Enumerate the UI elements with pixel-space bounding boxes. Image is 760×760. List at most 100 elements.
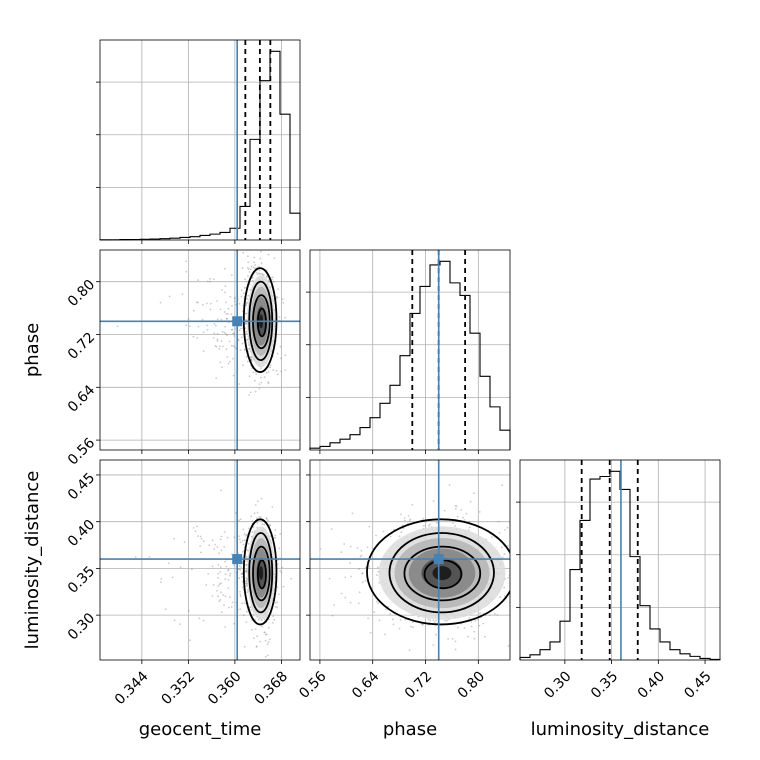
scatter-point [398,627,401,630]
scatter-point [284,369,287,371]
scatter-point [275,369,278,372]
scatter-point [233,331,236,334]
scatter-point [432,500,435,502]
scatter-point [409,625,412,628]
scatter-point [159,301,162,304]
scatter-point [225,348,228,351]
scatter-point [209,308,212,311]
scatter-point [349,545,352,548]
scatter-point [234,300,236,303]
scatter-point [247,360,249,363]
scatter-point [501,556,504,559]
scatter-point [330,528,333,530]
scatter-point [389,613,392,615]
scatter-point [255,646,258,648]
scatter-point [276,352,279,355]
scatter-point [284,354,287,357]
scatter-point [251,628,253,631]
scatter-point [212,337,215,339]
scatter-point [256,273,259,276]
scatter-point [134,556,137,558]
scatter-point [225,301,227,304]
scatter-point [411,621,414,624]
scatter-point [245,555,248,558]
scatter-point [268,524,271,527]
scatter-point [474,619,477,622]
scatter-point [455,505,458,508]
scatter-point [218,347,221,350]
panel-frame [309,249,511,451]
scatter-point [278,316,281,318]
joint-panel-geocent_time-luminosity_distance [96,459,301,664]
scatter-point [185,260,188,263]
scatter-point [456,515,459,518]
scatter-point [267,382,270,385]
scatter-point [507,576,509,579]
scatter-point [473,492,475,495]
scatter-point [451,637,454,640]
scatter-point [271,276,274,279]
scatter-point [206,328,209,331]
scatter-point [251,531,254,533]
scatter-point [258,269,261,272]
contour-line [242,267,278,373]
scatter-point [496,614,499,616]
scatter-point [226,334,228,337]
scatter-point [159,581,162,583]
scatter-point [422,517,425,520]
scatter-point [351,512,354,515]
scatter-point [230,313,233,316]
scatter-point [267,381,269,383]
scatter-point [448,484,451,486]
x-tick-label: 0.35 [588,668,621,701]
scatter-point [260,250,262,253]
scatter-point [271,506,274,508]
scatter-point [242,364,244,366]
scatter-point [367,617,369,620]
scatter-point [510,538,512,540]
scatter-point [219,361,222,364]
scatter-point [232,344,235,347]
scatter-point [253,256,256,259]
scatter-point [368,565,370,568]
scatter-point [243,645,246,648]
scatter-point [246,339,249,341]
scatter-point [248,348,251,350]
hist-bars [99,50,301,241]
scatter-point [358,568,360,570]
scatter-point [239,590,241,593]
scatter-point [484,635,486,638]
scatter-point [232,601,234,604]
scatter-point [269,535,272,538]
scatter-point [241,336,243,339]
scatter-point [254,390,257,393]
scatter-point [214,345,217,347]
scatter-point [263,631,266,634]
scatter-point [411,503,414,506]
scatter-point [216,589,218,592]
scatter-point [467,635,469,638]
scatter-point [253,261,255,263]
scatter-point [454,504,457,507]
scatter-point [182,222,184,224]
scatter-point [217,572,219,575]
x-tick-label: 0.344 [112,668,152,708]
scatter-point [500,546,503,549]
scatter-point [248,394,251,396]
scatter-point [160,578,163,580]
scatter-point [237,339,240,342]
scatter-point [435,619,438,622]
scatter-point [220,489,223,492]
scatter-point [242,252,245,254]
scatter-point [244,327,247,329]
scatter-point [248,268,250,270]
hist-panel-luminosity_distance [516,459,721,664]
scatter-point [231,304,233,307]
scatter-point [349,601,352,604]
scatter-point [260,262,263,265]
scatter-point [319,548,322,550]
scatter-point [189,325,191,328]
scatter-point [187,318,190,320]
scatter-point [501,484,504,487]
scatter-point [478,511,481,513]
